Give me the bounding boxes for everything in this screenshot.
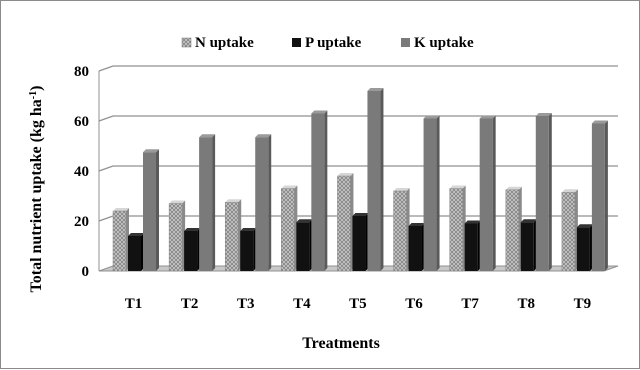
bar-p-t5 [352,213,369,271]
gridline-4 [98,65,618,72]
bar-n-t1 [112,208,129,272]
bar-k-t1 [143,149,159,271]
x-tick-label-t4: T4 [293,296,311,312]
y-tick-label-0: 0 [82,264,90,280]
y-axis-title: Total nutrient uptake (kg ha-1) [28,86,46,293]
legend-swatch-n [181,37,192,48]
y-tick-label-1: 20 [74,214,89,230]
x-tick-label-t1: T1 [125,296,143,312]
bar-n-t5 [337,173,354,272]
bar-n-t6 [393,188,410,272]
x-tick-label-t5: T5 [349,296,367,312]
bar-k-t9 [591,120,608,271]
bars [112,88,608,272]
legend-label-n: N uptake [195,35,254,51]
bar-p-t2 [184,228,201,271]
y-axis-title-main: Total nutrient uptake (kg ha [28,99,45,292]
y-tick-label-3: 60 [74,114,89,130]
y-tick-label-2: 40 [74,164,89,180]
legend-label-k: K uptake [414,35,474,51]
bar-k-t3 [255,134,272,271]
legend-swatch-p [292,38,301,47]
x-tick-label-t8: T8 [518,296,536,312]
bar-n-t2 [168,200,186,272]
y-axis-title-close: ) [28,86,45,91]
gridline-3 [98,115,618,122]
bar-p-t9 [576,224,593,271]
svg-text:Total nutrient uptake (kg ha-1: Total nutrient uptake (kg ha-1) [28,86,46,293]
x-tick-label-t9: T9 [574,296,592,312]
bar-k-t8 [535,113,552,271]
legend-swatch-k [401,38,410,47]
bar-n-t3 [224,199,242,272]
legend: N uptake P uptake K uptake [181,35,474,51]
x-tick-labels: T1 T2 T3 T4 T5 T6 T7 T8 T9 [125,296,591,312]
bar-p-t7 [464,220,481,271]
y-tick-label-4: 80 [74,64,89,80]
bar-p-t3 [240,228,257,271]
x-axis-title: Treatments [302,335,380,352]
x-tick-label-t7: T7 [461,296,479,312]
y-tick-labels: 0 20 40 60 80 [74,64,89,280]
bar-k-t7 [479,115,496,271]
bar-p-t1 [128,233,144,271]
bar-k-t2 [199,134,216,271]
bar-k-t4 [311,110,328,271]
gridline-2 [98,165,618,172]
bar-p-t6 [408,223,425,271]
bar-p-t8 [520,219,537,271]
bar-n-t7 [449,185,466,272]
x-tick-label-t2: T2 [181,296,199,312]
bar-n-t8 [505,186,522,272]
bar-p-t4 [296,219,313,271]
bar-k-t6 [423,115,440,271]
y-axis-title-superscript: -1 [28,91,39,99]
bar-n-t4 [281,185,298,272]
bar-k-t5 [367,88,384,271]
x-tick-label-t3: T3 [237,296,255,312]
legend-label-p: P uptake [305,35,362,51]
bar-n-t9 [561,189,578,272]
x-tick-label-t6: T6 [405,296,423,312]
